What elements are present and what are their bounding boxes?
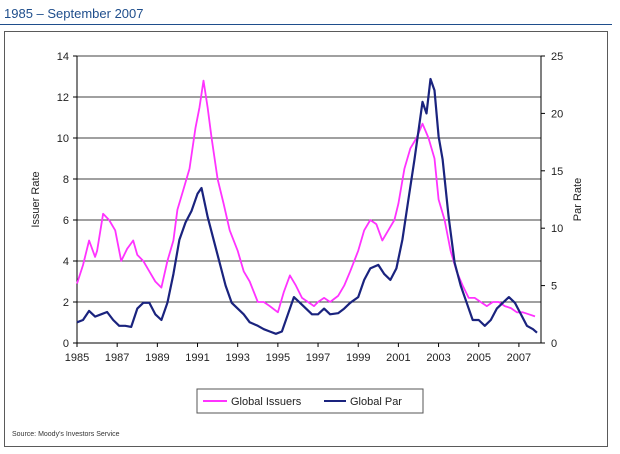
x-tick-label: 2005: [466, 352, 490, 364]
x-tick-label: 1989: [145, 352, 169, 364]
y2-tick-label: 0: [551, 338, 557, 350]
y2-tick-label: 25: [551, 51, 563, 63]
y-tick-label: 10: [57, 133, 69, 145]
y-tick-label: 4: [63, 256, 69, 268]
subtitle-rule: [0, 24, 612, 25]
legend-label-global-par: Global Par: [350, 396, 402, 408]
x-tick-label: 1995: [266, 352, 290, 364]
x-tick-label: 1985: [65, 352, 89, 364]
x-tick-label: 2007: [507, 352, 531, 364]
series-line-global-issuers: [76, 79, 536, 318]
x-tick-label: 1993: [225, 352, 249, 364]
grid-lines: [77, 55, 541, 303]
chart-subtitle: 1985 – September 2007: [4, 6, 144, 21]
y-tick-label: 6: [63, 215, 69, 227]
y2-axis-label: Par Rate: [572, 178, 584, 221]
x-tick-label: 2001: [386, 352, 410, 364]
legend-label-global-issuers: Global Issuers: [231, 396, 302, 408]
x-tick-label: 1999: [346, 352, 370, 364]
y2-tick-label: 5: [551, 281, 557, 293]
series-line-global-par: [76, 77, 538, 335]
y2-tick-label: 15: [551, 166, 563, 178]
y-tick-label: 14: [57, 51, 69, 63]
source-note: Source: Moody's Investors Service: [12, 431, 120, 438]
x-tick-label: 1997: [306, 352, 330, 364]
y-tick-label: 8: [63, 174, 69, 186]
legend-box: [196, 388, 424, 414]
legend: Global Issuers Global Par: [196, 388, 424, 414]
y-tick-label: 2: [63, 297, 69, 309]
series-lines: [76, 77, 538, 335]
y2-tick-label: 20: [551, 108, 563, 120]
y2-tick-label: 10: [551, 223, 563, 235]
x-tick-label: 1987: [105, 352, 129, 364]
y-tick-label: 0: [63, 338, 69, 350]
x-tick-label: 1991: [185, 352, 209, 364]
y-tick-label: 12: [57, 92, 69, 104]
axes: [73, 55, 545, 347]
tick-labels: 0 2 4 6 8 10 12 14 0 5 10 15 20 25 1985 1987 1989 1991 199…: [57, 51, 564, 364]
chart-frame: [4, 31, 608, 447]
subtitle-bar: 1985 – September 2007: [0, 0, 620, 34]
x-tick-label: 2003: [426, 352, 450, 364]
y-axis-label: Issuer Rate: [30, 171, 42, 227]
